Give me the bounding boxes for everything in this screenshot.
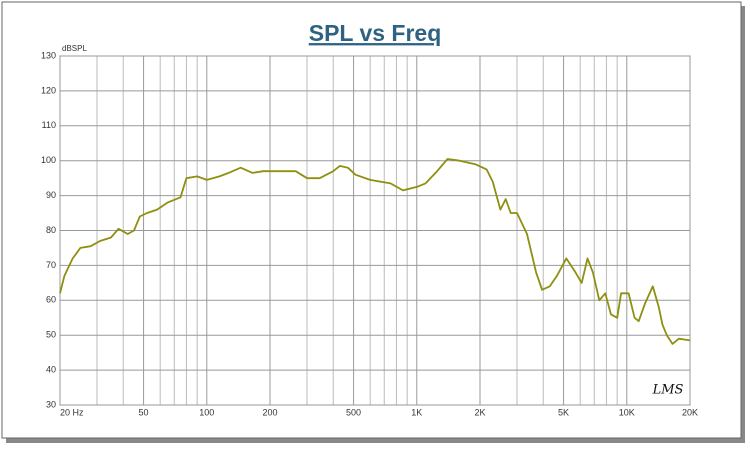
y-tick-label: 80 [46,225,56,235]
x-tick-label: 500 [346,407,361,417]
logo: LMS [652,383,684,398]
x-tick-label: 200 [262,407,277,417]
y-tick-label: 130 [41,50,56,60]
y-tick-label: 100 [41,155,56,165]
line-series [59,158,691,345]
y-tick-label: 50 [46,330,56,340]
x-tick-label: 100 [199,407,214,417]
x-tick-label: 2K [474,407,485,417]
x-tick-label: 1K [411,407,422,417]
y-tick-label: 60 [46,295,56,305]
y-axis-label: dBSPL [62,44,87,53]
x-tick-label: 20 Hz [60,407,84,417]
x-tick-label: 5K [558,407,569,417]
x-tick-label: 20K [682,407,698,417]
y-tick-label: 110 [42,120,56,130]
y-tick-label: 120 [41,85,56,95]
y-tick-label: 90 [46,190,56,200]
chart-title: SPL vs Freq [309,20,442,46]
y-tick-label: 30 [46,399,56,409]
x-tick-label: 10K [619,407,635,417]
x-tick-label: 50 [139,407,149,417]
y-tick-label: 40 [46,364,56,374]
y-tick-label: 70 [46,260,56,270]
